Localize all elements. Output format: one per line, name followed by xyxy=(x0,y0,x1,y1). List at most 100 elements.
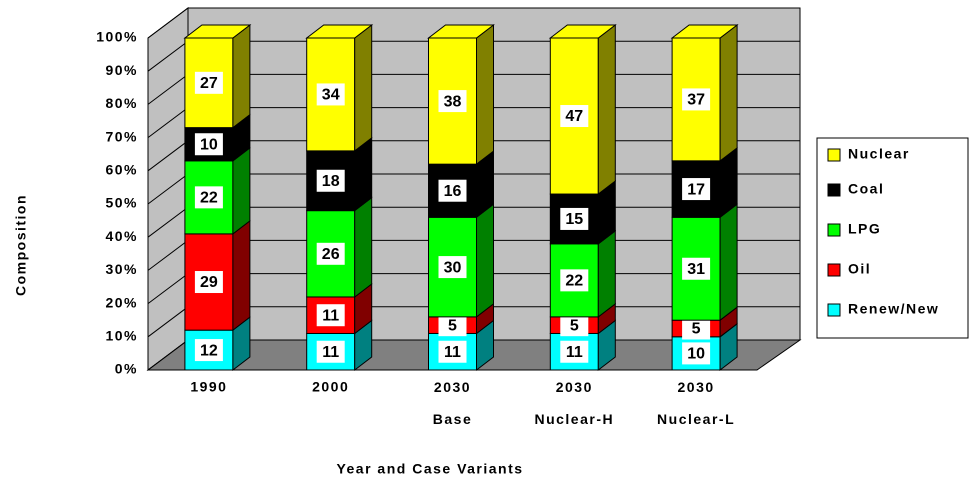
y-tick-label: 0% xyxy=(115,361,138,377)
x-tick-label: 2000 xyxy=(312,379,349,395)
y-tick-label: 100% xyxy=(96,29,138,45)
value-label: 10 xyxy=(687,346,705,363)
value-label: 5 xyxy=(692,321,701,338)
legend-swatch xyxy=(827,303,841,317)
bar-segment xyxy=(306,319,373,372)
bar-top xyxy=(427,24,495,39)
bar-segment xyxy=(305,23,374,152)
value-label: 11 xyxy=(322,344,339,361)
value-label-box xyxy=(560,340,589,363)
legend-swatch xyxy=(827,148,841,162)
bar-side xyxy=(476,23,494,166)
bar-top xyxy=(548,24,617,39)
grid-line xyxy=(147,7,800,39)
x-tick-label: 2030 Base xyxy=(433,379,472,427)
legend-swatch xyxy=(827,183,841,197)
legend-label: Nuclear xyxy=(848,146,910,162)
value-label: 37 xyxy=(687,92,705,109)
legend-label: LPG xyxy=(848,221,881,237)
value-label: 30 xyxy=(444,259,462,276)
value-label: 22 xyxy=(200,190,218,207)
value-label: 15 xyxy=(565,211,583,228)
value-label: 10 xyxy=(200,136,218,153)
value-label: 22 xyxy=(565,273,583,290)
value-label: 31 xyxy=(687,261,705,278)
bar-side xyxy=(232,146,251,235)
value-label-box xyxy=(682,317,711,340)
value-label-box xyxy=(560,105,589,128)
value-label-box xyxy=(316,304,345,327)
value-label-box xyxy=(560,269,589,292)
bar-segment xyxy=(306,282,373,335)
value-label: 34 xyxy=(322,87,340,104)
legend-label: Oil xyxy=(848,261,871,277)
value-label: 47 xyxy=(565,108,583,125)
legend-swatch xyxy=(827,263,841,277)
bar-side xyxy=(719,23,738,162)
value-label-box xyxy=(194,186,223,209)
legend-label: Renew/New xyxy=(848,301,939,317)
x-tick-label-line: Nuclear-L xyxy=(657,411,735,427)
x-tick-label: 1990 xyxy=(190,379,227,395)
bar-side xyxy=(354,196,373,298)
value-label: 11 xyxy=(444,344,461,361)
value-label: 18 xyxy=(322,173,340,190)
bar-side xyxy=(719,203,738,322)
bar-segment xyxy=(184,113,251,162)
bar-top xyxy=(183,24,252,39)
value-label-box xyxy=(438,90,467,113)
y-tick-label: 80% xyxy=(105,95,138,111)
value-label-box xyxy=(316,83,345,106)
bar-top xyxy=(305,24,374,39)
bar-segment xyxy=(671,203,738,322)
bar-segment xyxy=(548,23,617,196)
value-label: 29 xyxy=(200,274,218,291)
value-label-box xyxy=(560,207,589,230)
value-label-box xyxy=(438,314,467,337)
value-label: 27 xyxy=(200,75,218,92)
bar-side xyxy=(597,23,616,196)
x-tick-label: 2030 Nuclear-L xyxy=(657,379,735,427)
bar-segment xyxy=(549,180,616,245)
value-label: 12 xyxy=(200,342,218,359)
value-label-box xyxy=(194,339,223,362)
bar-side xyxy=(597,229,616,318)
value-label-box xyxy=(316,169,345,192)
value-label-box xyxy=(194,71,223,94)
legend-label: Coal xyxy=(848,181,884,197)
value-label: 26 xyxy=(322,246,340,263)
value-label: 17 xyxy=(687,181,705,198)
x-tick-label-line: 2030 xyxy=(556,379,593,395)
value-label-box xyxy=(682,178,711,201)
legend-swatch xyxy=(827,223,841,237)
y-tick-label: 60% xyxy=(105,162,138,178)
y-tick-label: 30% xyxy=(105,261,138,277)
value-label: 11 xyxy=(566,344,583,361)
x-tick-label-line: Nuclear-H xyxy=(534,411,614,427)
y-tick-label: 10% xyxy=(105,328,138,344)
value-label: 5 xyxy=(448,317,457,334)
y-tick-label: 40% xyxy=(105,228,138,244)
value-label-box xyxy=(316,242,345,265)
bar-side xyxy=(476,203,494,318)
y-tick-label: 20% xyxy=(105,294,138,310)
value-label: 11 xyxy=(322,307,339,324)
value-label-box xyxy=(194,133,223,156)
bar-side xyxy=(232,23,251,129)
value-label-box xyxy=(438,256,467,279)
value-label-box xyxy=(682,88,711,111)
value-label-box xyxy=(194,271,223,294)
y-tick-label: 50% xyxy=(105,195,138,211)
x-axis-label: Year and Case Variants xyxy=(336,461,523,477)
value-label: 38 xyxy=(444,93,462,110)
x-tick-label: 2030 Nuclear-H xyxy=(534,379,614,427)
y-tick-label: 70% xyxy=(105,128,138,144)
bar-front xyxy=(549,193,599,245)
value-label-box xyxy=(438,340,467,363)
bar-side xyxy=(354,23,373,152)
value-label-box xyxy=(682,342,711,365)
x-tick-label-line: Base xyxy=(433,411,472,427)
x-tick-label-line: 2030 xyxy=(678,379,715,395)
y-tick-label: 90% xyxy=(105,62,138,78)
